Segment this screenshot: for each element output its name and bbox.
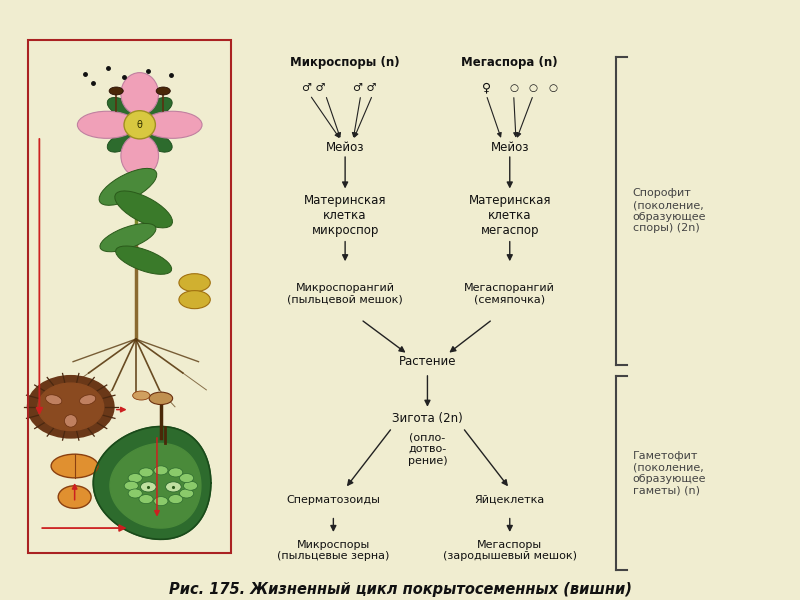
Ellipse shape xyxy=(124,110,155,139)
Ellipse shape xyxy=(46,395,62,405)
Ellipse shape xyxy=(79,395,96,405)
Bar xyxy=(27,40,231,553)
Ellipse shape xyxy=(128,473,142,482)
Ellipse shape xyxy=(133,391,150,400)
Text: ♂ ♂: ♂ ♂ xyxy=(353,83,377,93)
Ellipse shape xyxy=(166,482,182,492)
Ellipse shape xyxy=(116,246,172,274)
Ellipse shape xyxy=(100,223,156,252)
Text: Материнская
клетка
микроспор: Материнская клетка микроспор xyxy=(304,194,386,236)
Text: ♀: ♀ xyxy=(482,82,491,95)
Ellipse shape xyxy=(183,481,198,490)
Text: Яйцеклетка: Яйцеклетка xyxy=(474,495,545,505)
Text: Сперматозоиды: Сперматозоиды xyxy=(286,495,380,505)
Ellipse shape xyxy=(58,486,91,508)
Ellipse shape xyxy=(169,468,182,477)
Ellipse shape xyxy=(143,111,202,139)
Ellipse shape xyxy=(179,274,210,292)
Text: ○: ○ xyxy=(529,83,538,93)
Ellipse shape xyxy=(169,494,182,503)
Ellipse shape xyxy=(99,169,157,205)
Text: Спорофит
(поколение,
образующее
споры) (2n): Спорофит (поколение, образующее споры) (… xyxy=(633,188,706,233)
Ellipse shape xyxy=(146,97,172,116)
Text: Растение: Растение xyxy=(398,355,456,368)
Ellipse shape xyxy=(141,482,156,492)
Ellipse shape xyxy=(139,468,153,477)
Text: Мегаспорангий
(семяпочка): Мегаспорангий (семяпочка) xyxy=(464,283,555,305)
Ellipse shape xyxy=(51,454,98,478)
Circle shape xyxy=(38,383,104,430)
Text: ○: ○ xyxy=(548,83,558,93)
Ellipse shape xyxy=(107,97,134,116)
Ellipse shape xyxy=(146,133,172,152)
Text: Зигота (2n): Зигота (2n) xyxy=(392,412,463,425)
Text: θ: θ xyxy=(137,120,142,130)
Text: Микроспорангий
(пыльцевой мешок): Микроспорангий (пыльцевой мешок) xyxy=(287,283,403,305)
Text: ♂ ♂: ♂ ♂ xyxy=(302,83,326,93)
Ellipse shape xyxy=(149,392,173,404)
Ellipse shape xyxy=(139,494,153,503)
Polygon shape xyxy=(94,427,211,539)
Text: Мегаспора (n): Мегаспора (n) xyxy=(462,56,558,69)
Text: ○: ○ xyxy=(509,83,518,93)
Ellipse shape xyxy=(128,489,142,498)
Ellipse shape xyxy=(109,87,123,95)
Circle shape xyxy=(27,376,114,438)
Ellipse shape xyxy=(78,111,136,139)
Text: Микроспоры
(пыльцевые зерна): Микроспоры (пыльцевые зерна) xyxy=(277,540,390,562)
Ellipse shape xyxy=(154,466,168,475)
Text: Мейоз: Мейоз xyxy=(490,141,529,154)
Text: Мегаспоры
(зародышевый мешок): Мегаспоры (зародышевый мешок) xyxy=(442,540,577,562)
Ellipse shape xyxy=(179,473,194,482)
Ellipse shape xyxy=(179,290,210,308)
Text: (опло-
дотво-
рение): (опло- дотво- рение) xyxy=(408,433,447,466)
Polygon shape xyxy=(110,443,201,528)
Ellipse shape xyxy=(121,134,158,177)
Ellipse shape xyxy=(114,191,173,228)
Ellipse shape xyxy=(65,415,77,427)
Ellipse shape xyxy=(179,489,194,498)
Ellipse shape xyxy=(154,497,168,506)
Ellipse shape xyxy=(107,133,134,152)
Ellipse shape xyxy=(156,87,170,95)
Ellipse shape xyxy=(121,73,158,115)
Ellipse shape xyxy=(124,481,138,490)
Text: Гаметофит
(поколение,
образующее
гаметы) (n): Гаметофит (поколение, образующее гаметы)… xyxy=(633,451,706,496)
Text: Мейоз: Мейоз xyxy=(326,141,364,154)
Text: Материнская
клетка
мегаспор: Материнская клетка мегаспор xyxy=(469,194,551,236)
Text: Рис. 175. Жизненный цикл покрытосеменных (вишни): Рис. 175. Жизненный цикл покрытосеменных… xyxy=(169,581,631,596)
Text: Микроспоры (n): Микроспоры (n) xyxy=(290,56,400,69)
